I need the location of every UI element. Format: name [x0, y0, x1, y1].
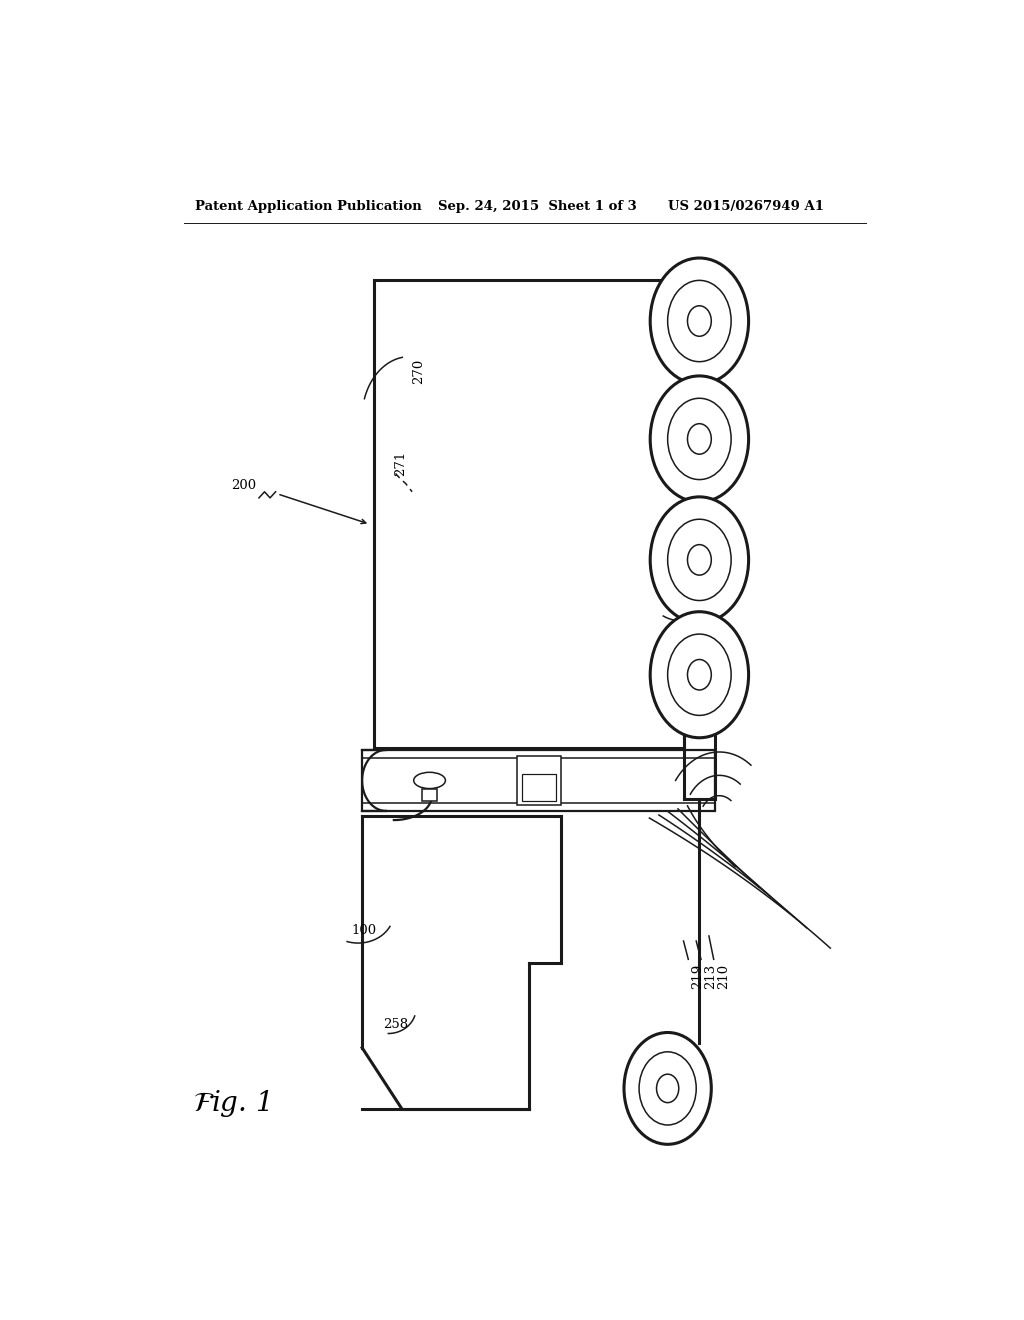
- Text: 258: 258: [384, 1018, 409, 1031]
- Bar: [521, 774, 556, 801]
- Circle shape: [650, 257, 749, 384]
- Circle shape: [624, 1032, 712, 1144]
- Circle shape: [656, 1074, 679, 1102]
- Circle shape: [687, 660, 712, 690]
- Circle shape: [687, 424, 712, 454]
- Text: Sep. 24, 2015  Sheet 1 of 3: Sep. 24, 2015 Sheet 1 of 3: [437, 199, 636, 213]
- Circle shape: [668, 399, 731, 479]
- Bar: [362, 750, 715, 810]
- Text: 200: 200: [231, 479, 256, 492]
- Bar: [374, 280, 684, 748]
- Text: 214: 214: [688, 598, 701, 623]
- Text: US 2015/0267949 A1: US 2015/0267949 A1: [668, 199, 823, 213]
- Circle shape: [639, 1052, 696, 1125]
- Text: 213: 213: [705, 964, 717, 989]
- Text: 270: 270: [412, 359, 425, 384]
- Text: $\mathcal{F}$ig. 1: $\mathcal{F}$ig. 1: [194, 1088, 269, 1119]
- Circle shape: [650, 376, 749, 502]
- Circle shape: [668, 519, 731, 601]
- Circle shape: [650, 496, 749, 623]
- Bar: [423, 788, 436, 801]
- Text: 271: 271: [394, 450, 407, 477]
- Text: Patent Application Publication: Patent Application Publication: [196, 199, 422, 213]
- Circle shape: [687, 545, 712, 576]
- Circle shape: [668, 634, 731, 715]
- Ellipse shape: [414, 772, 445, 788]
- Circle shape: [687, 306, 712, 337]
- Circle shape: [650, 611, 749, 738]
- Text: 100: 100: [352, 924, 377, 937]
- Bar: [517, 756, 560, 805]
- Text: 215: 215: [723, 634, 736, 659]
- Circle shape: [668, 280, 731, 362]
- Text: 219: 219: [691, 964, 705, 989]
- Text: 210: 210: [717, 964, 730, 989]
